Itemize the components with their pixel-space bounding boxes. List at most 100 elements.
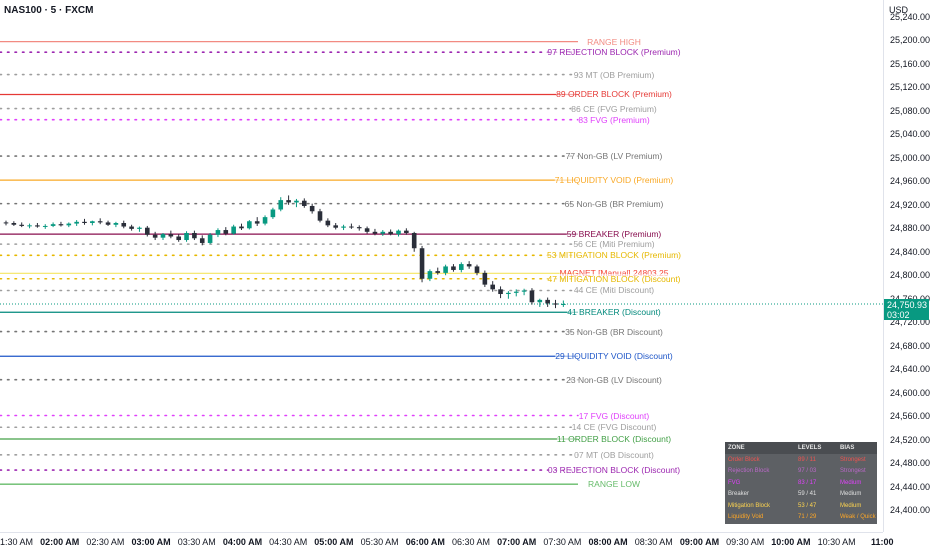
level-label: 29 LIQUIDITY VOID (Discount) xyxy=(555,351,673,362)
zone-bias-cell: Strongest xyxy=(840,456,866,463)
candle-body xyxy=(521,290,527,292)
time-tick: 07:00 AM xyxy=(497,537,537,547)
candle-body xyxy=(561,303,566,305)
candle-body xyxy=(317,211,323,221)
zone-table-row: Liquidity Void 71 / 29 Weak / Quick xyxy=(725,512,877,524)
price-tick: 25,000.00 xyxy=(890,152,931,163)
candle-body xyxy=(207,234,213,243)
currency-label[interactable]: USD xyxy=(889,5,909,15)
bias-header: BIAS xyxy=(840,445,855,451)
zone-zone-cell: Breaker xyxy=(728,491,750,498)
price-tick: 24,920.00 xyxy=(890,199,931,210)
candle-body xyxy=(11,223,17,225)
candle-body xyxy=(451,266,456,270)
candle-body xyxy=(176,236,181,241)
level-label: MAGNET [Manual] 24803.25 xyxy=(559,268,669,279)
level-label: 07 MT (OB Discount) xyxy=(574,449,654,460)
current-price-badge: 24,750.93 03:02 xyxy=(884,299,929,320)
price-tick: 24,520.00 xyxy=(890,434,931,445)
price-tick: 25,080.00 xyxy=(890,105,931,116)
candle-body xyxy=(349,226,354,228)
candle-body xyxy=(137,227,142,229)
candle-body xyxy=(435,271,441,273)
levels-header: LEVELS xyxy=(798,445,822,451)
candle-body xyxy=(199,238,205,243)
candle-body xyxy=(262,217,268,224)
price-tick: 25,200.00 xyxy=(890,35,931,46)
time-tick: 10:30 AM xyxy=(817,537,856,547)
candle-body xyxy=(286,200,291,203)
level-label: 56 CE (Miti Premium) xyxy=(573,239,655,250)
zone-header: ZONE xyxy=(728,445,745,451)
level-label: 53 MITIGATION BLOCK (Premium) xyxy=(547,250,681,261)
candlestick-chart[interactable] xyxy=(0,0,883,532)
zone-zone-cell: Liquidity Void xyxy=(728,514,764,521)
candle-body xyxy=(113,223,119,225)
zone-levels-cell: 97 / 03 xyxy=(798,468,817,475)
candle-body xyxy=(168,234,174,237)
level-label: 14 CE (FVG Discount) xyxy=(571,422,657,433)
candle-body xyxy=(411,232,417,249)
price-tick: 24,800.00 xyxy=(890,270,931,281)
price-tick: 24,640.00 xyxy=(890,364,931,375)
zone-zone-cell: FVG xyxy=(728,479,741,486)
candle-body xyxy=(184,232,189,241)
level-label: RANGE HIGH xyxy=(587,36,641,47)
level-label: RANGE LOW xyxy=(588,479,640,490)
candle-body xyxy=(529,290,535,303)
candle-body xyxy=(294,200,299,203)
zone-table-row: Order Block 89 / 11 Strongest xyxy=(725,454,877,466)
candle-body xyxy=(333,225,338,228)
time-tick: 04:30 AM xyxy=(269,537,308,547)
time-axis[interactable]: 01:30 AM 02:00 AM 02:30 AM 03:00 AM 03:30 AM… xyxy=(0,532,894,551)
zone-levels-cell: 83 / 17 xyxy=(798,479,817,486)
level-label: 59 BREAKER (Premium) xyxy=(566,229,662,240)
price-tick: 25,240.00 xyxy=(890,12,931,22)
time-tick: 09:30 AM xyxy=(726,537,765,547)
candle-body xyxy=(364,228,370,232)
candle-body xyxy=(388,231,393,235)
price-tick: 25,160.00 xyxy=(890,58,931,69)
zone-levels-cell: 89 / 11 xyxy=(798,456,816,463)
level-label: 44 CE (Miti Discount) xyxy=(573,285,655,296)
time-tick: 06:30 AM xyxy=(451,537,491,547)
zone-bias-cell: Strongest xyxy=(840,468,866,475)
candle-body xyxy=(239,226,244,229)
zone-table-row: Mitigation Block 53 / 47 Medium xyxy=(725,500,877,512)
symbol-title[interactable]: NAS100 · 5 · FXCM xyxy=(4,5,94,16)
candle-body xyxy=(215,230,221,235)
level-label: 97 REJECTION BLOCK (Premium) xyxy=(547,47,681,58)
candle-body xyxy=(341,226,346,228)
candle-body xyxy=(490,284,495,290)
candle-body xyxy=(466,264,472,267)
candle-body xyxy=(553,303,558,305)
time-tick: 08:30 AM xyxy=(634,537,673,547)
price-tick: 24,440.00 xyxy=(890,481,931,492)
candle-body xyxy=(372,231,378,234)
level-label: 11 ORDER BLOCK (Discount) xyxy=(556,433,672,444)
candle-body xyxy=(145,227,150,235)
candle-body xyxy=(160,234,166,238)
chart-plot-area[interactable]: RANGE HIGH 97 REJECTION BLOCK (Premium) 93… xyxy=(0,0,883,532)
candle-body xyxy=(427,271,433,279)
zone-zone-cell: Mitigation Block xyxy=(728,502,771,509)
level-label: 41 BREAKER (Discount) xyxy=(567,307,661,318)
zone-bias-cell: Weak / Quick xyxy=(840,514,876,521)
price-axis[interactable]: 25,240.00 25,200.00 25,160.00 25,120.00 25,0… xyxy=(883,0,932,532)
level-label: 77 Non-GB (LV Premium) xyxy=(565,151,663,162)
bar-countdown: 03:02 xyxy=(887,310,910,320)
candle-body xyxy=(58,224,64,226)
candle-body xyxy=(270,209,276,218)
price-tick: 24,880.00 xyxy=(890,223,931,234)
zone-bias-cell: Medium xyxy=(840,491,862,498)
candle-body xyxy=(459,264,464,270)
candle-body xyxy=(74,221,79,224)
candle-body xyxy=(506,292,511,295)
candle-body xyxy=(482,272,488,285)
zone-table-row: Rejection Block 97 / 03 Strongest xyxy=(725,466,877,478)
level-label: 65 Non-GB (BR Premium) xyxy=(564,198,664,209)
zone-bias-cell: Medium xyxy=(840,502,862,509)
candle-body xyxy=(42,225,48,227)
time-tick: 10:00 AM xyxy=(771,537,811,547)
zone-levels-cell: 71 / 29 xyxy=(798,514,817,521)
